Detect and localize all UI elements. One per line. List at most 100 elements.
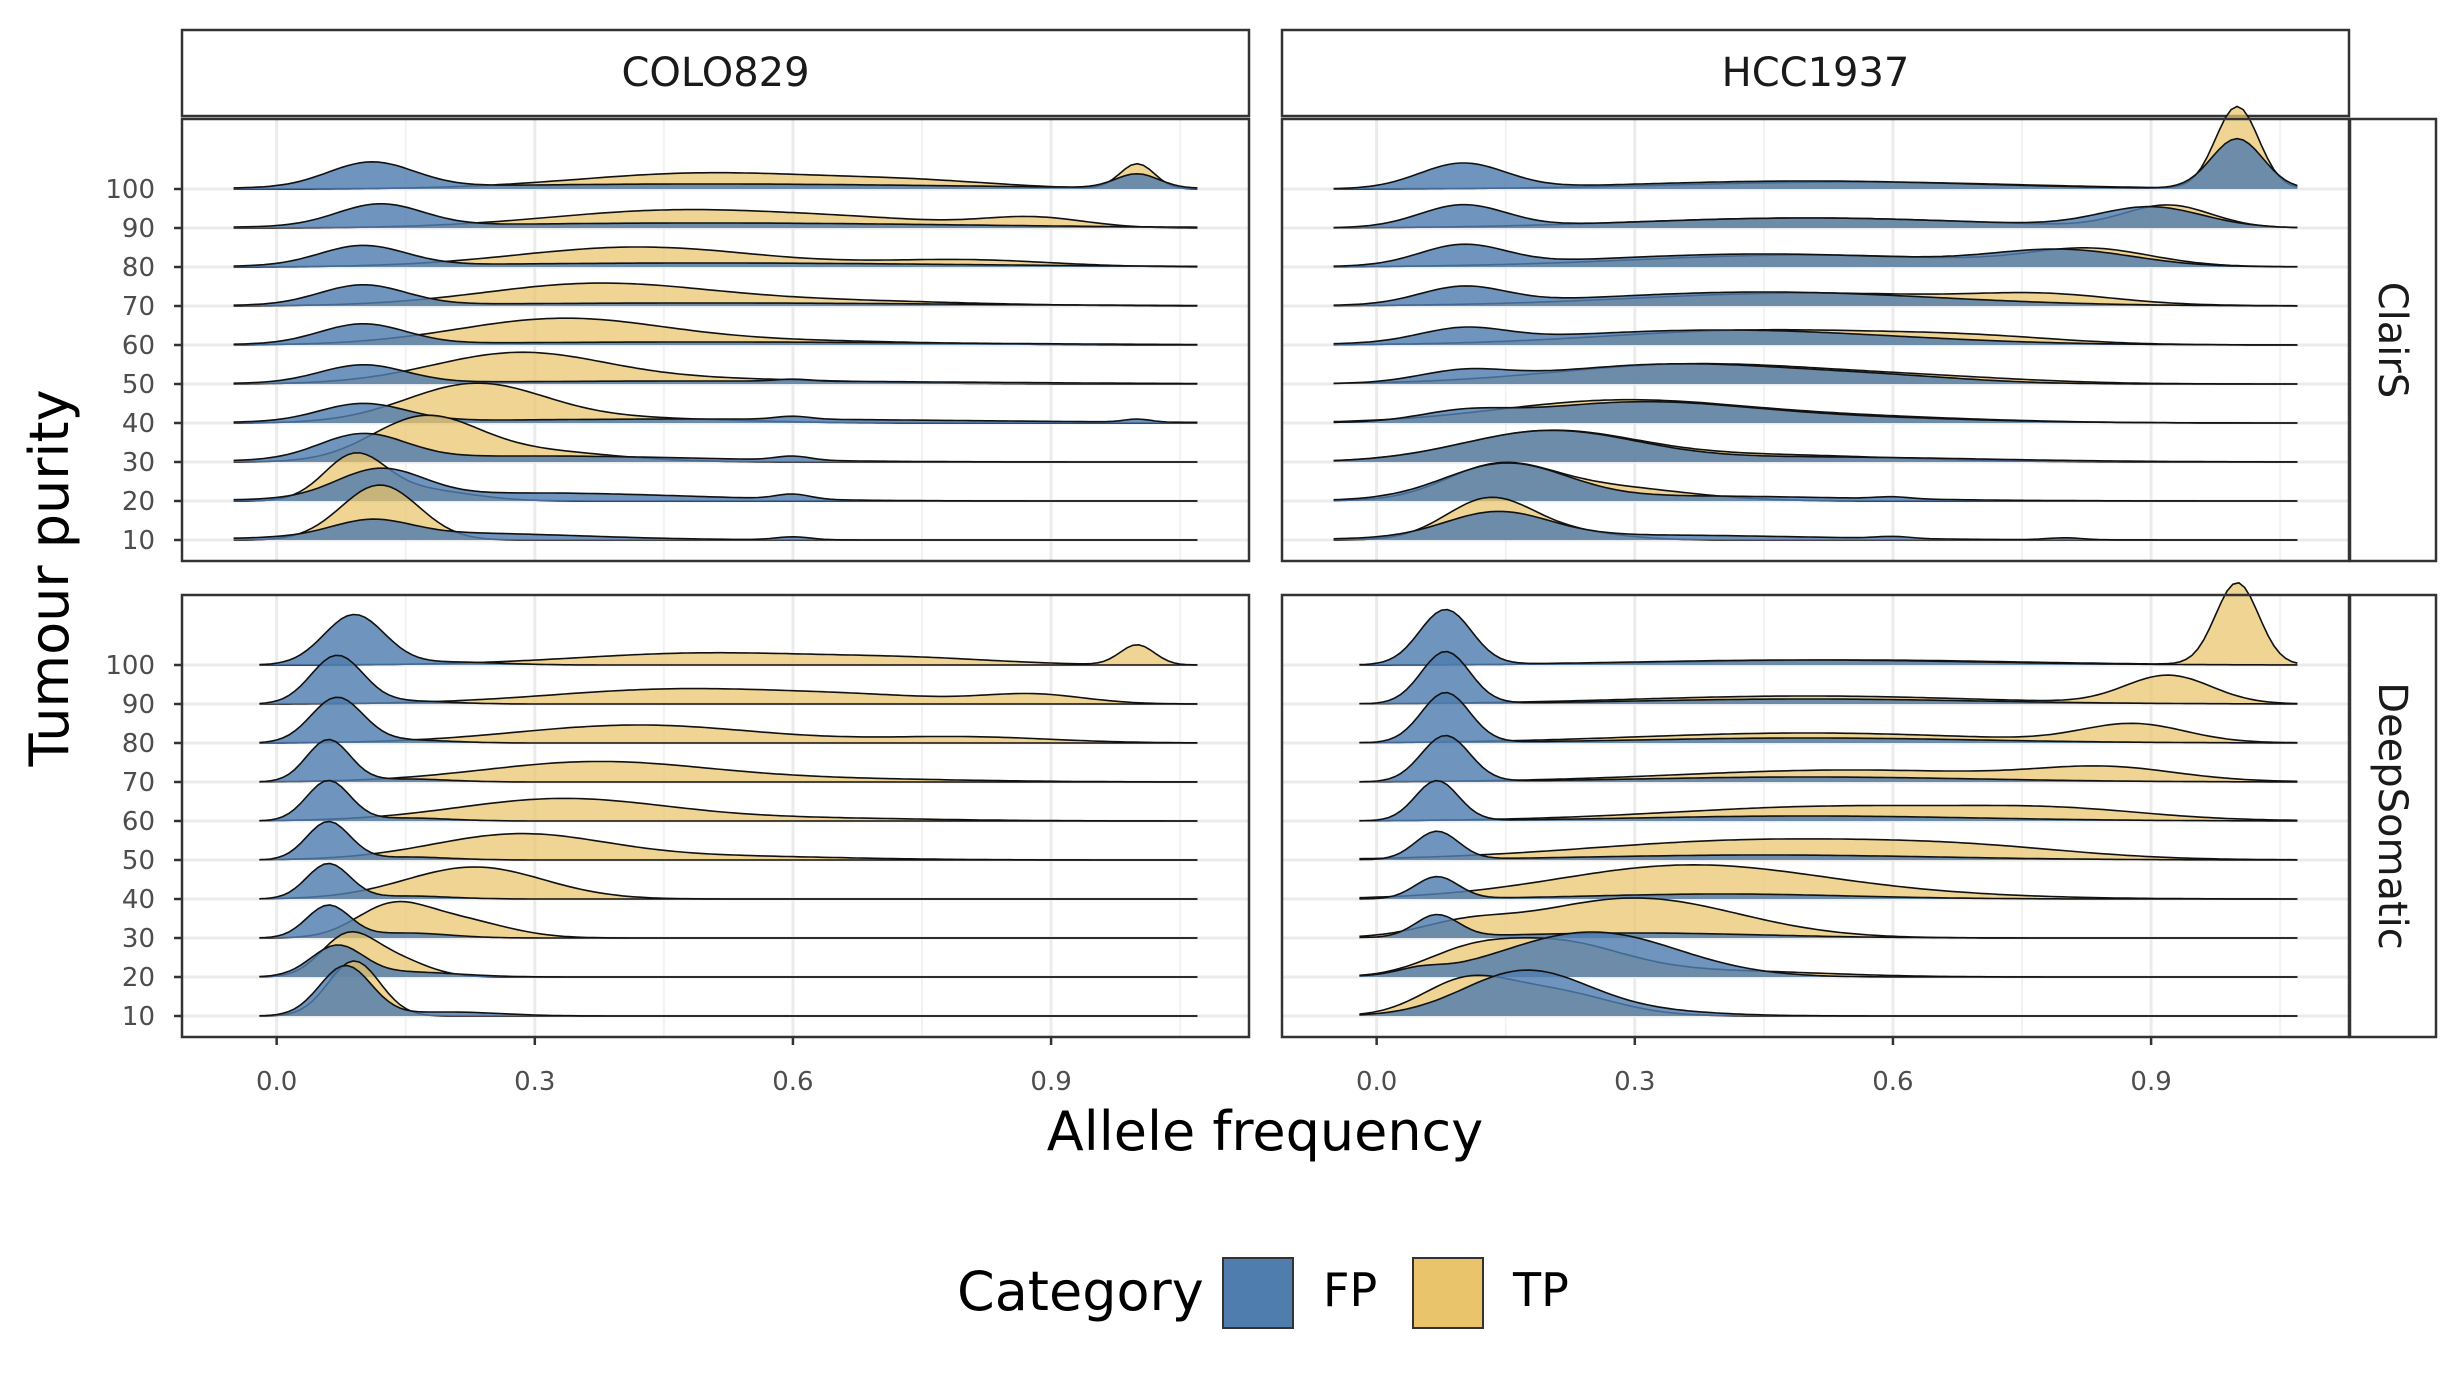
row-strip-clairs: ClairS [2348,117,2438,563]
x-tick-label-hcc1937-0.9: 0.9 [2130,1067,2171,1097]
density-fill-tp [1359,582,2298,665]
density-outline-fp [259,779,1198,822]
x-tick-label-hcc1937-0.3: 0.3 [1614,1067,1655,1097]
density-fill-fp [1333,285,2298,306]
density-outline-fp [1359,691,2298,744]
density-fill-fp [1359,780,2298,821]
density-fill-fp [1359,914,2298,938]
density-fill-tp [259,761,1198,782]
density-outline-fp [233,467,1198,502]
ridge-deepsomatic-colo829-purity-40 [259,862,1198,900]
density-fill-tp [259,833,1198,860]
y-tick-label-clairs-10: 10 [122,526,155,556]
density-fill-tp [1359,838,2298,860]
density-fill-tp [259,644,1198,665]
density-outline-fp [259,613,1198,666]
col-strip-hcc1937: HCC1937 [1280,28,2351,118]
ridge-clairs-colo829-purity-100 [233,160,1198,190]
ridge-clairs-hcc1937-purity-30 [1333,429,2298,463]
row-strip-label-deepsomatic: DeepSomatic [2369,682,2415,950]
density-fill-fp [1333,204,2298,228]
y-tick-label-clairs-70: 70 [122,292,155,322]
density-fill-fp [1333,138,2298,189]
y-tick-label-deepsomatic-40: 40 [122,885,155,915]
density-outline-fp [259,654,1198,705]
y-tick-label-deepsomatic-50: 50 [122,846,155,876]
y-tick-label-deepsomatic-90: 90 [122,690,155,720]
panel-border-deepsomatic-colo829 [180,593,1251,1039]
legend-title: Category [957,1260,1204,1323]
ridge-clairs-colo829-purity-10 [233,484,1198,541]
y-tick-label-deepsomatic-80: 80 [122,729,155,759]
legend-key-tp [1412,1257,1484,1329]
col-strip-colo829: COLO829 [180,28,1251,118]
y-tick-label-deepsomatic-30: 30 [122,924,155,954]
density-fill-fp [1333,401,2298,423]
y-tick-label-deepsomatic-10: 10 [122,1002,155,1032]
density-fill-fp [259,739,1198,782]
density-outline-fp [1359,913,2298,939]
density-fill-fp [1359,876,2298,899]
density-outline-fp [233,364,1198,385]
density-outline-fp [259,696,1198,744]
density-outline-fp [1359,650,2298,705]
density-fill-tp [1359,898,2298,938]
col-strip-label-hcc1937: HCC1937 [1722,50,1910,96]
density-outline-fp [1359,608,2298,666]
y-tick-labels: 10 20 30 40 50 60 70 80 90 100 10 20 30 40 50 60 70 80 90 1… [105,175,155,1032]
density-outline-fp [233,402,1198,424]
density-outline-fp [1333,510,2298,541]
x-axis-title: Allele frequency [1047,1100,1483,1163]
panel-deepsomatic-hcc1937 [1280,581,2351,1045]
density-fill-fp [233,323,1198,345]
density-fill-fp [1359,932,2298,977]
density-fill-fp [233,519,1198,540]
density-outline-fp [1333,203,2298,229]
y-tick-label-deepsomatic-70: 70 [122,768,155,798]
density-fill-fp [259,614,1198,665]
density-fill-tp [233,415,1198,462]
ridge-clairs-colo829-purity-70 [233,282,1198,307]
density-fill-tp [259,688,1198,704]
density-outline-fp [259,904,1198,939]
density-fill-fp [259,697,1198,743]
density-fill-fp [1359,735,2298,782]
ridge-deepsomatic-hcc1937-purity-40 [1359,863,2298,900]
density-fill-tp [259,867,1198,899]
y-tick-label-clairs-40: 40 [122,409,155,439]
density-fill-fp [259,863,1198,899]
density-fill-tp [233,163,1198,189]
density-fill-tp [259,901,1198,938]
ridge-clairs-hcc1937-purity-90 [1333,203,2298,229]
density-outline-fp [233,518,1198,541]
ridge-clairs-colo829-purity-60 [233,317,1198,346]
density-fill-fp [1333,363,2298,384]
density-outline-fp [259,738,1198,783]
density-fill-fp [1359,831,2298,860]
ridge-clairs-colo829-purity-50 [233,351,1198,385]
density-outline-fp [1333,285,2298,307]
x-tick-label-hcc1937-0.6: 0.6 [1872,1067,1913,1097]
density-outline-fp [1333,462,2298,502]
panel-clairs-hcc1937 [1280,105,2351,563]
density-fill-fp [1333,430,2298,462]
x-tick-label-colo829-0.6: 0.6 [772,1067,813,1097]
density-fill-tp [233,383,1198,423]
density-outline-fp [1359,830,2298,861]
density-fill-tp [233,283,1198,306]
x-tick-label-hcc1937-0.0: 0.0 [1356,1067,1397,1097]
density-outline-fp [233,432,1198,463]
density-outline-fp [1333,137,2298,190]
ridge-deepsomatic-hcc1937-purity-20 [1359,931,2298,978]
legend-label-tp: TP [1512,1263,1569,1317]
density-outline-fp [1359,969,2298,1017]
density-outline-fp [1333,400,2298,424]
y-tick-label-clairs-90: 90 [122,214,155,244]
y-tick-label-clairs-30: 30 [122,448,155,478]
y-tick-label-clairs-50: 50 [122,370,155,400]
density-fill-fp [1359,970,2298,1016]
legend-key-fp [1222,1257,1294,1329]
density-outline-fp [259,944,1198,978]
density-fill-tp [259,725,1198,743]
ridge-clairs-colo829-purity-30 [233,414,1198,463]
